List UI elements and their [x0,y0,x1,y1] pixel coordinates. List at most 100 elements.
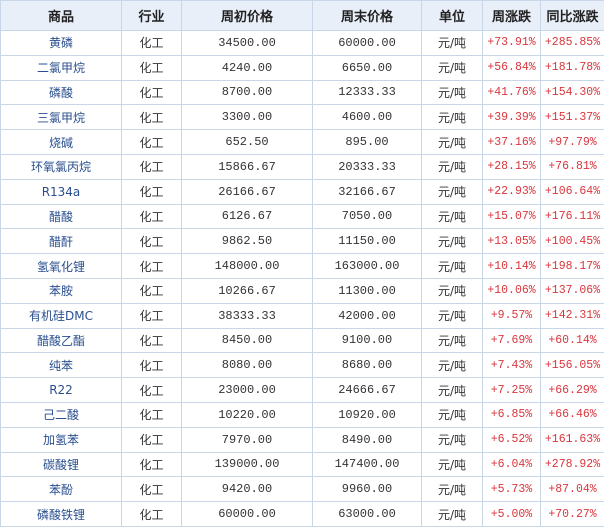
header-product: 商品 [0,0,122,31]
start-price-cell: 6126.67 [181,203,313,230]
yoy-change-cell: +97.79% [540,129,604,155]
product-name-cell[interactable]: 二氯甲烷 [0,54,122,81]
start-price-cell: 10220.00 [181,401,313,428]
product-name-cell[interactable]: 环氧氯丙烷 [0,153,122,180]
week-change-cell: +56.84% [482,54,541,81]
week-change-cell: +39.39% [482,104,541,131]
end-price-cell: 20333.33 [312,153,422,180]
table-row: R134a 化工 26166.67 32166.67 元/吨 +22.93% +106.64… [0,178,604,205]
week-change-cell: +41.76% [482,79,541,106]
start-price-cell: 8080.00 [181,352,313,379]
week-change-cell: +7.25% [482,377,541,403]
table-row: 三氯甲烷 化工 3300.00 4600.00 元/吨 +39.39% +151.37% [0,104,604,131]
unit-cell: 元/吨 [421,401,483,428]
end-price-cell: 163000.00 [312,253,422,279]
table-row: 醋酸 化工 6126.67 7050.00 元/吨 +15.07% +176.11% [0,203,604,230]
yoy-change-cell: +176.11% [540,203,604,230]
end-price-cell: 11300.00 [312,277,422,304]
unit-cell: 元/吨 [421,253,483,279]
product-name-cell[interactable]: 苯酚 [0,476,122,503]
table-row: 加氢苯 化工 7970.00 8490.00 元/吨 +6.52% +161.63% [0,426,604,453]
product-name-cell[interactable]: 磷酸铁锂 [0,501,122,527]
product-name-cell[interactable]: 醋酐 [0,228,122,255]
product-name-cell[interactable]: 烧碱 [0,129,122,155]
product-name-cell[interactable]: 己二酸 [0,401,122,428]
end-price-cell: 63000.00 [312,501,422,527]
table-row: 苯酚 化工 9420.00 9960.00 元/吨 +5.73% +87.04% [0,476,604,503]
unit-cell: 元/吨 [421,451,483,478]
start-price-cell: 9862.50 [181,228,313,255]
table-row: 磷酸铁锂 化工 60000.00 63000.00 元/吨 +5.00% +70.27% [0,501,604,527]
start-price-cell: 26166.67 [181,178,313,205]
end-price-cell: 8680.00 [312,352,422,379]
table-row: 苯胺 化工 10266.67 11300.00 元/吨 +10.06% +137.06% [0,277,604,304]
product-name-cell[interactable]: 有机硅DMC [0,302,122,329]
week-change-cell: +7.69% [482,327,541,354]
unit-cell: 元/吨 [421,501,483,527]
yoy-change-cell: +100.45% [540,228,604,255]
start-price-cell: 148000.00 [181,253,313,279]
product-name-cell[interactable]: 醋酸 [0,203,122,230]
unit-cell: 元/吨 [421,476,483,503]
end-price-cell: 4600.00 [312,104,422,131]
end-price-cell: 10920.00 [312,401,422,428]
yoy-change-cell: +151.37% [540,104,604,131]
industry-cell: 化工 [121,253,182,279]
table-row: 环氧氯丙烷 化工 15866.67 20333.33 元/吨 +28.15% +76.81% [0,153,604,180]
table-row: 有机硅DMC 化工 38333.33 42000.00 元/吨 +9.57% +142.31… [0,302,604,329]
product-name-cell[interactable]: R22 [0,377,122,403]
week-change-cell: +22.93% [482,178,541,205]
end-price-cell: 8490.00 [312,426,422,453]
week-change-cell: +5.00% [482,501,541,527]
product-name-cell[interactable]: 醋酸乙酯 [0,327,122,354]
industry-cell: 化工 [121,30,182,56]
product-name-cell[interactable]: 纯苯 [0,352,122,379]
start-price-cell: 34500.00 [181,30,313,56]
product-name-cell[interactable]: R134a [0,178,122,205]
product-name-cell[interactable]: 三氯甲烷 [0,104,122,131]
product-name-cell[interactable]: 磷酸 [0,79,122,106]
end-price-cell: 6650.00 [312,54,422,81]
yoy-change-cell: +87.04% [540,476,604,503]
header-end-price: 周末价格 [312,0,422,31]
unit-cell: 元/吨 [421,426,483,453]
unit-cell: 元/吨 [421,129,483,155]
week-change-cell: +73.91% [482,30,541,56]
start-price-cell: 23000.00 [181,377,313,403]
industry-cell: 化工 [121,178,182,205]
industry-cell: 化工 [121,277,182,304]
yoy-change-cell: +161.63% [540,426,604,453]
product-name-cell[interactable]: 加氢苯 [0,426,122,453]
product-name-cell[interactable]: 碳酸锂 [0,451,122,478]
yoy-change-cell: +154.30% [540,79,604,106]
start-price-cell: 60000.00 [181,501,313,527]
header-start-price: 周初价格 [181,0,313,31]
week-change-cell: +10.06% [482,277,541,304]
yoy-change-cell: +66.29% [540,377,604,403]
table-header-row: 商品 行业 周初价格 周末价格 单位 周涨跌 同比涨跌 [0,0,604,31]
unit-cell: 元/吨 [421,79,483,106]
product-name-cell[interactable]: 黄磷 [0,30,122,56]
industry-cell: 化工 [121,228,182,255]
start-price-cell: 9420.00 [181,476,313,503]
yoy-change-cell: +142.31% [540,302,604,329]
table-row: R22 化工 23000.00 24666.67 元/吨 +7.25% +66.29% [0,377,604,403]
yoy-change-cell: +70.27% [540,501,604,527]
start-price-cell: 7970.00 [181,426,313,453]
yoy-change-cell: +278.92% [540,451,604,478]
unit-cell: 元/吨 [421,327,483,354]
industry-cell: 化工 [121,426,182,453]
product-name-cell[interactable]: 氢氧化锂 [0,253,122,279]
yoy-change-cell: +106.64% [540,178,604,205]
end-price-cell: 24666.67 [312,377,422,403]
industry-cell: 化工 [121,203,182,230]
table-row: 二氯甲烷 化工 4240.00 6650.00 元/吨 +56.84% +181.78% [0,54,604,81]
table-row: 己二酸 化工 10220.00 10920.00 元/吨 +6.85% +66.46% [0,401,604,428]
end-price-cell: 32166.67 [312,178,422,205]
table-row: 纯苯 化工 8080.00 8680.00 元/吨 +7.43% +156.05% [0,352,604,379]
product-name-cell[interactable]: 苯胺 [0,277,122,304]
unit-cell: 元/吨 [421,228,483,255]
unit-cell: 元/吨 [421,54,483,81]
week-change-cell: +37.16% [482,129,541,155]
